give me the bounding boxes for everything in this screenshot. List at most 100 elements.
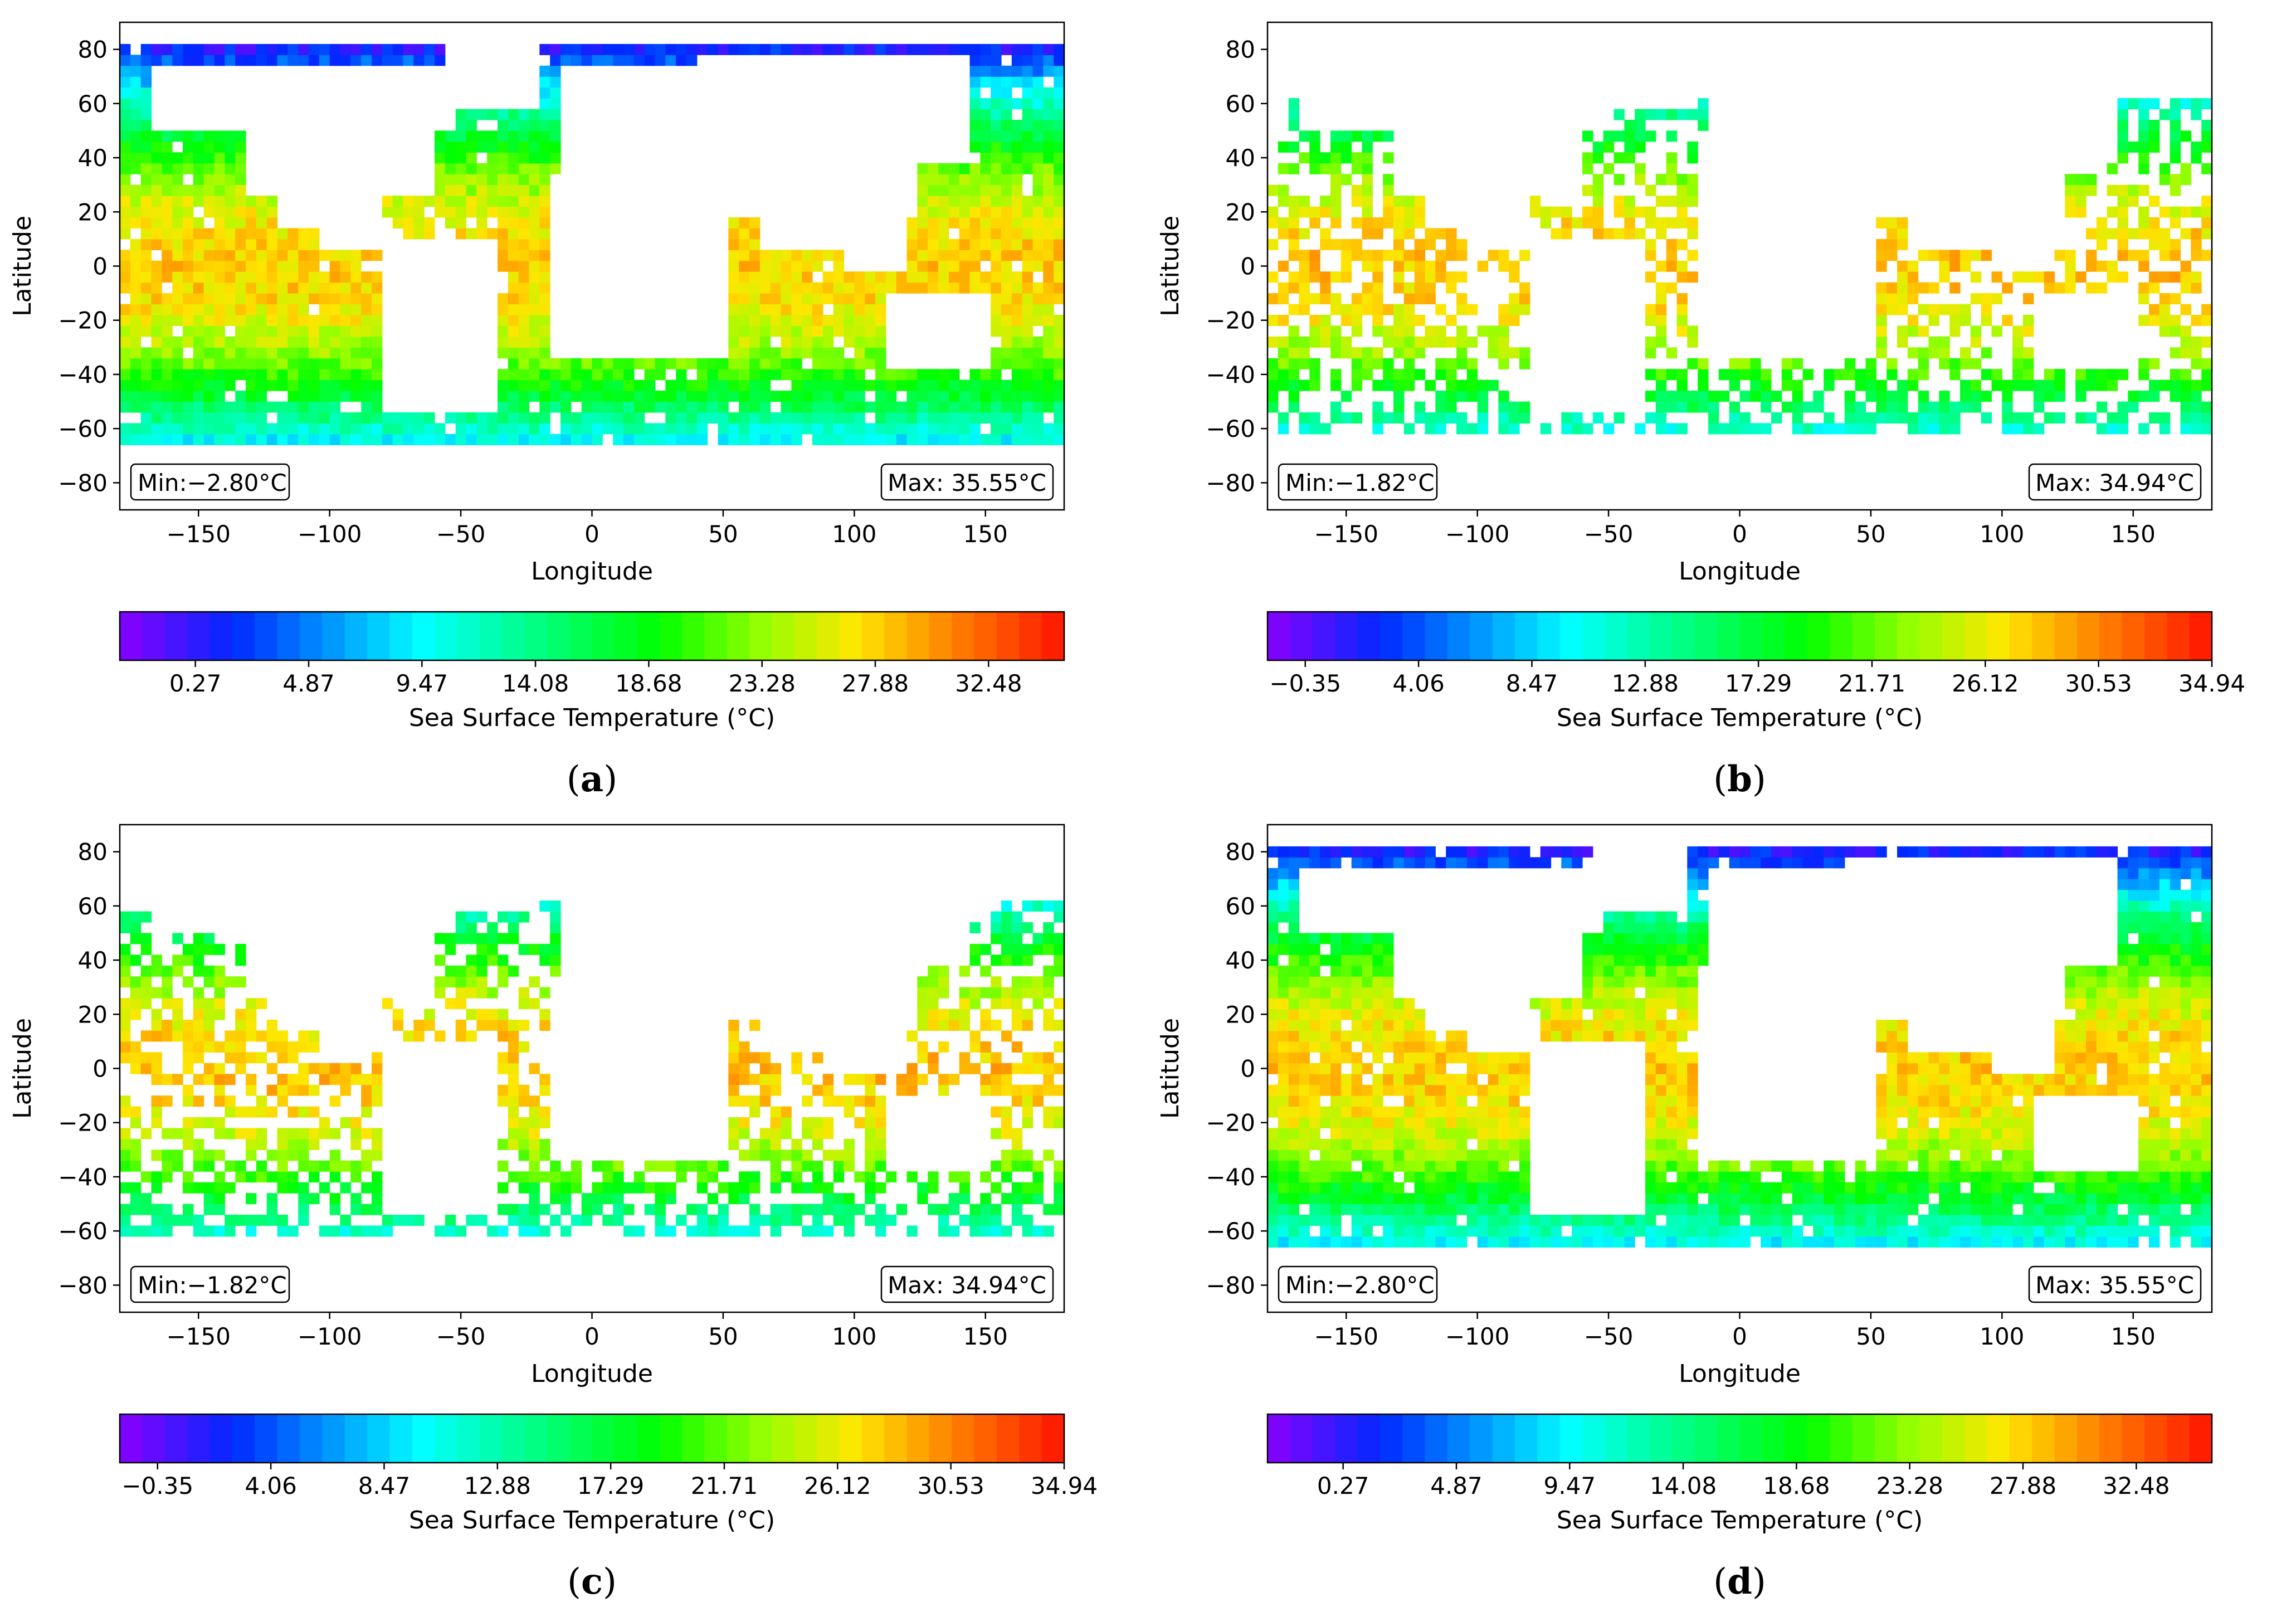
colorbar-bin: [164, 1414, 188, 1463]
sst-cell: [162, 152, 173, 164]
sst-cell: [1288, 1204, 1300, 1215]
sst-cell: [1918, 347, 1929, 359]
sst-cell: [696, 1160, 708, 1172]
sst-cell: [2149, 1225, 2160, 1237]
sst-cell: [1876, 401, 1887, 413]
sst-cell: [1403, 1171, 1415, 1183]
sst-cell: [529, 1193, 540, 1205]
sst-cell: [1456, 1095, 1468, 1107]
sst-cell: [1781, 1215, 1793, 1226]
sst-cell: [1011, 250, 1023, 261]
sst-cell: [130, 1041, 142, 1053]
sst-cell: [1383, 1215, 1394, 1226]
sst-cell: [539, 1138, 550, 1150]
sst-cell: [246, 412, 257, 423]
sst-cell: [1761, 369, 1772, 381]
sst-cell: [623, 1204, 635, 1215]
sst-cell: [329, 304, 341, 315]
sst-cell: [969, 120, 981, 131]
sst-cell: [1645, 1074, 1656, 1085]
sst-cell: [1949, 1074, 1961, 1085]
sst-cell: [518, 120, 530, 131]
sst-cell: [728, 434, 739, 445]
sst-cell: [991, 911, 1002, 923]
sst-cell: [256, 336, 267, 348]
sst-cell: [539, 109, 550, 120]
sst-cell: [1299, 293, 1310, 305]
sst-cell: [1708, 1160, 1719, 1172]
sst-cell: [1886, 293, 1898, 305]
sst-cell: [812, 1084, 823, 1096]
sst-cell: [2054, 1236, 2065, 1248]
sst-cell: [508, 130, 519, 142]
sst-cell: [928, 434, 939, 445]
sst-cell: [1592, 174, 1604, 186]
sst-cell: [739, 43, 750, 55]
sst-cell: [844, 379, 855, 391]
sst-cell: [225, 130, 236, 142]
sst-cell: [770, 369, 782, 381]
sst-cell: [602, 1215, 613, 1226]
sst-cell: [372, 347, 383, 359]
sst-cell: [759, 325, 771, 337]
sst-cell: [1403, 304, 1415, 315]
sst-cell: [2201, 120, 2212, 131]
sst-cell: [1330, 1138, 1342, 1150]
sst-cell: [277, 271, 288, 283]
sst-cell: [193, 933, 204, 944]
sst-cell: [991, 391, 1002, 402]
sst-cell: [2170, 1182, 2181, 1194]
sst-cell: [287, 250, 299, 261]
sst-cell: [1425, 1204, 1436, 1215]
sst-cell: [770, 1215, 782, 1226]
sst-cell: [1750, 379, 1761, 391]
sst-cell: [1729, 1193, 1741, 1205]
sst-cell: [1834, 1215, 1845, 1226]
sst-cell: [802, 1095, 813, 1107]
sst-cell: [1414, 1128, 1426, 1139]
sst-cell: [1309, 1182, 1320, 1194]
sst-cell: [214, 217, 225, 228]
sst-cell: [1403, 1074, 1415, 1085]
sst-cell: [2180, 1095, 2191, 1107]
sst-cell: [749, 336, 761, 348]
sst-cell: [508, 304, 519, 315]
sst-cell: [633, 391, 645, 402]
sst-cell: [1960, 347, 1971, 359]
sst-cell: [172, 1009, 183, 1020]
sst-cell: [1351, 163, 1363, 174]
sst-cell: [1655, 1095, 1667, 1107]
sst-cell: [1414, 271, 1426, 283]
sst-cell: [235, 163, 246, 174]
sst-cell: [1729, 369, 1741, 381]
sst-cell: [1991, 1160, 2002, 1172]
sst-cell: [1687, 1204, 1698, 1215]
sst-cell: [361, 347, 372, 359]
sst-cell: [906, 228, 918, 240]
sst-cell: [2023, 293, 2034, 305]
sst-cell: [529, 152, 540, 164]
sst-cell: [140, 238, 152, 250]
sst-cell: [875, 1204, 886, 1215]
sst-cell: [791, 293, 802, 305]
sst-cell: [980, 141, 991, 153]
sst-cell: [1498, 336, 1509, 348]
sst-cell: [225, 141, 236, 153]
sst-cell: [435, 955, 446, 966]
sst-cell: [183, 238, 194, 250]
sst-cell: [1509, 1204, 1520, 1215]
sst-cell: [277, 412, 288, 423]
sst-cell: [539, 184, 550, 196]
sst-cell: [2044, 391, 2055, 402]
sst-cell: [1666, 401, 1678, 413]
sst-cell: [749, 282, 761, 294]
sst-cell: [2128, 1236, 2139, 1248]
sst-cell: [1456, 423, 1468, 435]
sst-cell: [1268, 379, 1279, 391]
sst-cell: [571, 1215, 582, 1226]
sst-cell: [613, 412, 624, 423]
sst-cell: [1022, 347, 1034, 359]
sst-cell: [728, 391, 739, 402]
sst-cell: [770, 358, 782, 369]
sst-cell: [1907, 1225, 1919, 1237]
